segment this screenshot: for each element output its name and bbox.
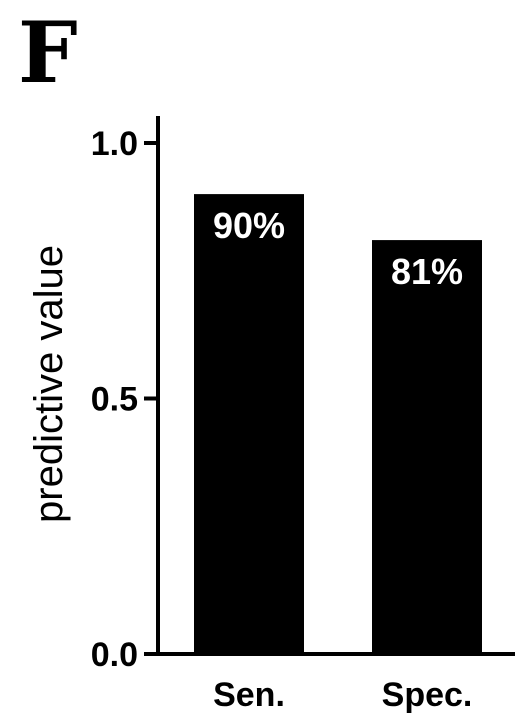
y-axis-title: predictive value — [27, 245, 71, 523]
bar-spec — [372, 240, 482, 654]
bar-data-label: 90% — [213, 205, 285, 246]
bar-data-label: 81% — [391, 251, 463, 292]
x-tick-label: Sen. — [213, 676, 285, 714]
x-tick-label: Spec. — [382, 676, 473, 714]
bar-sen — [194, 194, 304, 654]
plot-area: 90% Sen. 81% Spec. 0.0 0.5 1.0 — [91, 116, 515, 714]
panel-label: F — [18, 3, 78, 102]
y-tick-label: 0.5 — [91, 381, 138, 419]
y-tick-label: 1.0 — [91, 125, 138, 163]
y-tick-label: 0.0 — [91, 636, 138, 674]
